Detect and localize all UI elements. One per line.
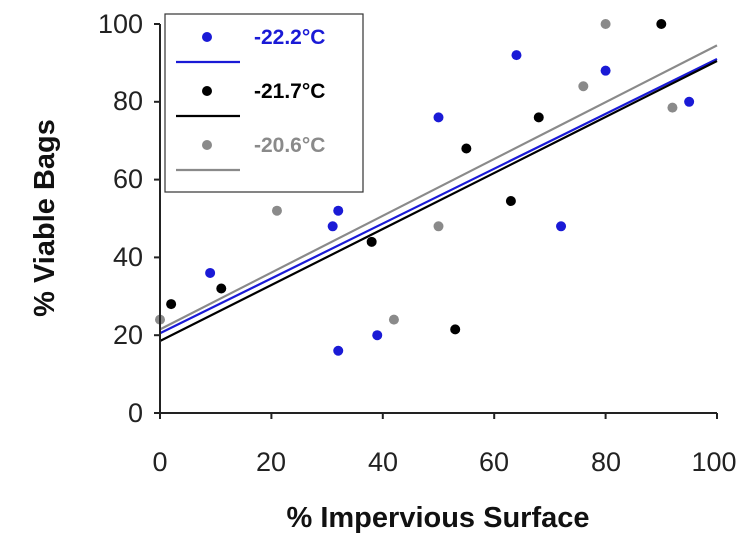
data-point-series-3 <box>433 221 444 232</box>
data-point-series-1 <box>333 205 344 216</box>
x-axis-title: % Impervious Surface <box>287 502 590 534</box>
plot-area <box>155 19 718 356</box>
trendline-series-3 <box>159 44 718 331</box>
legend: -22.2°C -21.7°C -20.6°C <box>164 13 364 193</box>
x-tick-label: 80 <box>591 447 621 477</box>
trendline-series-1 <box>159 58 718 335</box>
data-point-series-1 <box>600 65 611 76</box>
data-point-series-2 <box>450 324 461 335</box>
y-tick-label: 80 <box>113 86 143 116</box>
data-point-series-2 <box>166 299 177 310</box>
data-point-series-1 <box>684 96 695 107</box>
legend-markers <box>176 32 240 172</box>
tick-marks <box>154 23 718 419</box>
data-point-series-2 <box>533 112 544 123</box>
y-tick-label: 0 <box>128 398 143 428</box>
x-tick-labels: 0 20 40 60 80 100 <box>152 447 736 477</box>
y-tick-label: 100 <box>98 9 143 39</box>
x-tick-label: 60 <box>479 447 509 477</box>
data-point-series-3 <box>578 81 589 92</box>
data-point-series-3 <box>271 205 282 216</box>
legend-label-series-2: -21.7°C <box>254 80 325 103</box>
legend-marker-series-3 <box>202 140 212 150</box>
legend-marker-series-2 <box>202 86 212 96</box>
axes <box>159 24 717 414</box>
data-point-series-3 <box>600 19 611 29</box>
legend-box <box>164 13 364 193</box>
data-point-series-2 <box>461 143 472 154</box>
legend-label-series-3: -20.6°C <box>254 134 325 157</box>
trendline-series-2 <box>159 59 718 343</box>
x-tick-label: 40 <box>368 447 398 477</box>
data-point-series-1 <box>327 221 338 232</box>
data-point-series-1 <box>433 112 444 123</box>
y-tick-label: 20 <box>113 320 143 350</box>
y-tick-labels: 0 20 40 60 80 100 <box>98 9 143 428</box>
data-point-series-2 <box>505 195 516 206</box>
y-axis-title: % Viable Bags <box>29 119 61 317</box>
data-point-series-1 <box>556 221 567 232</box>
data-point-series-2 <box>366 236 377 247</box>
x-tick-label: 0 <box>152 447 167 477</box>
legend-marker-series-1 <box>202 32 212 42</box>
data-point-series-1 <box>372 330 383 341</box>
data-point-series-3 <box>388 314 399 325</box>
x-tick-label: 100 <box>691 447 736 477</box>
data-point-series-3 <box>667 102 678 113</box>
y-tick-label: 40 <box>113 242 143 272</box>
x-tick-label: 20 <box>256 447 286 477</box>
data-point-series-2 <box>216 283 227 294</box>
data-point-series-1 <box>205 267 216 278</box>
data-point-series-1 <box>511 50 522 61</box>
y-tick-label: 60 <box>113 164 143 194</box>
data-point-series-1 <box>333 345 344 356</box>
data-point-series-2 <box>656 19 667 29</box>
legend-label-series-1: -22.2°C <box>254 26 325 49</box>
